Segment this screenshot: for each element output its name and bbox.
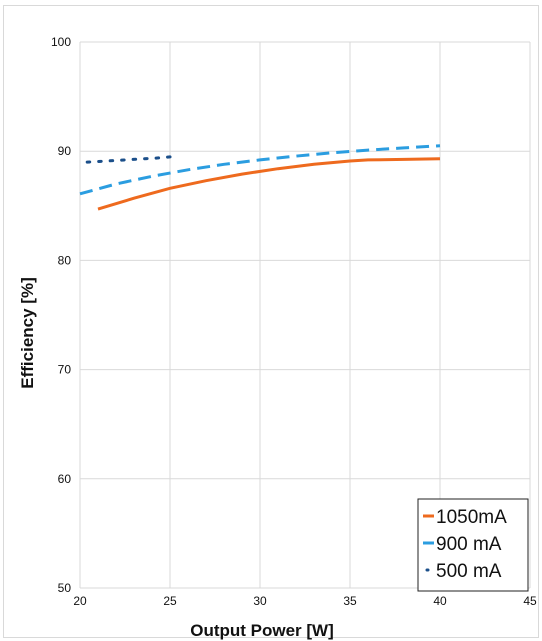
series-line-500ma (85, 155, 174, 164)
legend: 1050mA 900 mA 500 mA (417, 498, 529, 592)
x-tick-label: 25 (163, 594, 177, 608)
x-tick-label: 35 (343, 594, 357, 608)
x-tick-label: 20 (73, 594, 87, 608)
x-tick-labels: 20 25 30 35 40 45 (73, 594, 537, 608)
y-tick-labels: 50 60 70 80 90 100 (51, 35, 71, 595)
x-tick-label: 30 (253, 594, 267, 608)
legend-box (417, 498, 529, 592)
y-tick-label: 60 (58, 472, 72, 486)
x-tick-label: 40 (433, 594, 447, 608)
series-line-1050ma (97, 157, 441, 211)
y-tick-label: 70 (58, 363, 72, 377)
y-tick-label: 80 (58, 253, 72, 267)
x-axis-title: Output Power [W] (190, 621, 334, 640)
legend-label: 900 mA (436, 534, 502, 555)
series-layer (79, 144, 441, 211)
legend-label: 500 mA (436, 561, 502, 582)
y-tick-label: 50 (58, 581, 72, 595)
series-line-900ma (79, 144, 441, 196)
y-tick-label: 90 (58, 144, 72, 158)
legend-label: 1050mA (436, 507, 507, 528)
x-tick-label: 45 (523, 594, 537, 608)
y-tick-label: 100 (51, 35, 71, 49)
y-axis-title: Efficiency [%] (18, 277, 37, 388)
